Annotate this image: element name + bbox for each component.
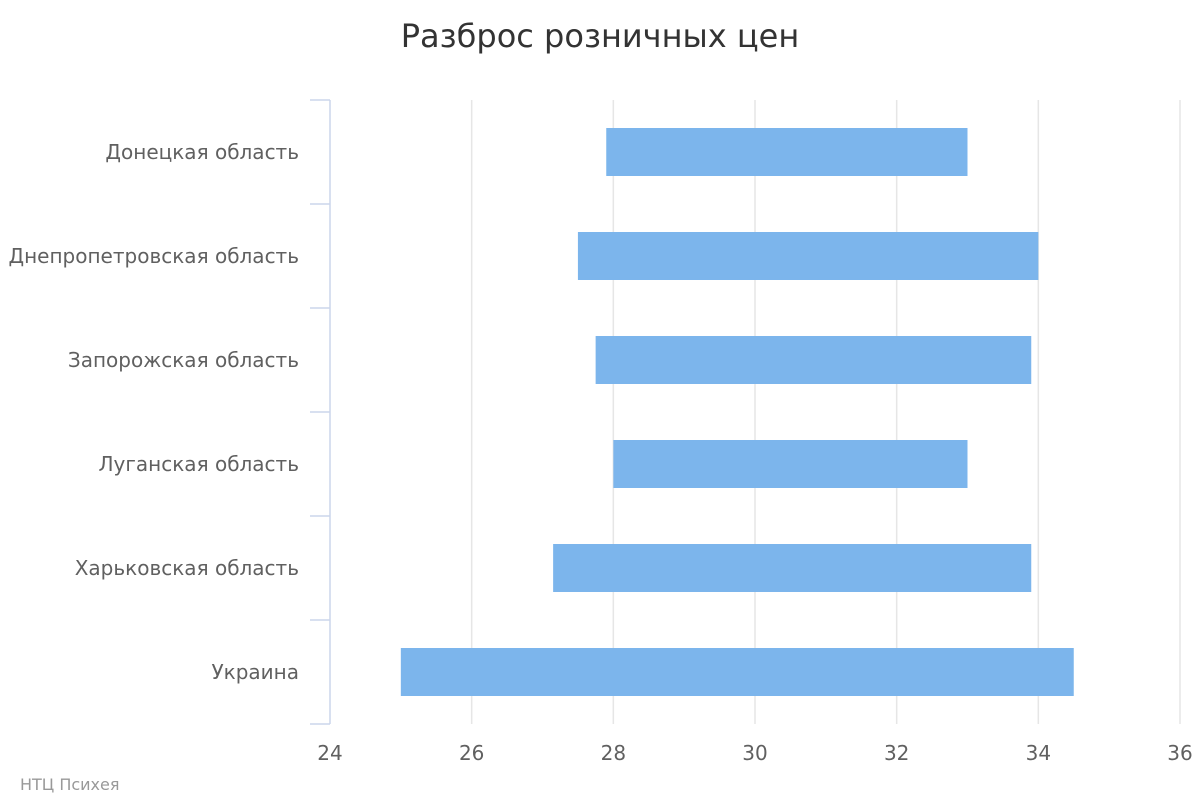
x-tick-label-28: 28: [601, 741, 626, 765]
bar-0: [606, 128, 968, 176]
x-tick-label-34: 34: [1026, 741, 1051, 765]
category-label-5: Украина: [211, 660, 299, 684]
x-tick-label-30: 30: [742, 741, 767, 765]
category-label-0: Донецкая область: [105, 140, 299, 164]
bar-5: [400, 648, 1074, 696]
category-axis: [310, 99, 331, 725]
bar-2: [595, 336, 1032, 384]
x-tick-label-32: 32: [884, 741, 909, 765]
bar-4: [553, 544, 1032, 592]
category-label-3: Луганская область: [99, 452, 299, 476]
x-tick-label-36: 36: [1167, 741, 1192, 765]
bar-1: [577, 232, 1039, 280]
x-tick-label-26: 26: [459, 741, 484, 765]
category-label-1: Днепропетровская область: [8, 244, 299, 268]
x-tick-label-24: 24: [317, 741, 342, 765]
x-axis-tick-labels: 24 26 28 30 32 34 36: [317, 741, 1192, 765]
grid-lines: [470, 100, 1181, 724]
chart-title: Разброс розничных цен: [401, 17, 800, 55]
category-labels: Донецкая область Днепропетровская область…: [8, 140, 299, 684]
chart-credits[interactable]: НТЦ Психея: [20, 775, 119, 794]
category-label-2: Запорожская область: [68, 348, 299, 372]
category-label-4: Харьковская область: [75, 556, 299, 580]
bar-3: [613, 440, 968, 488]
bars: [400, 128, 1074, 696]
